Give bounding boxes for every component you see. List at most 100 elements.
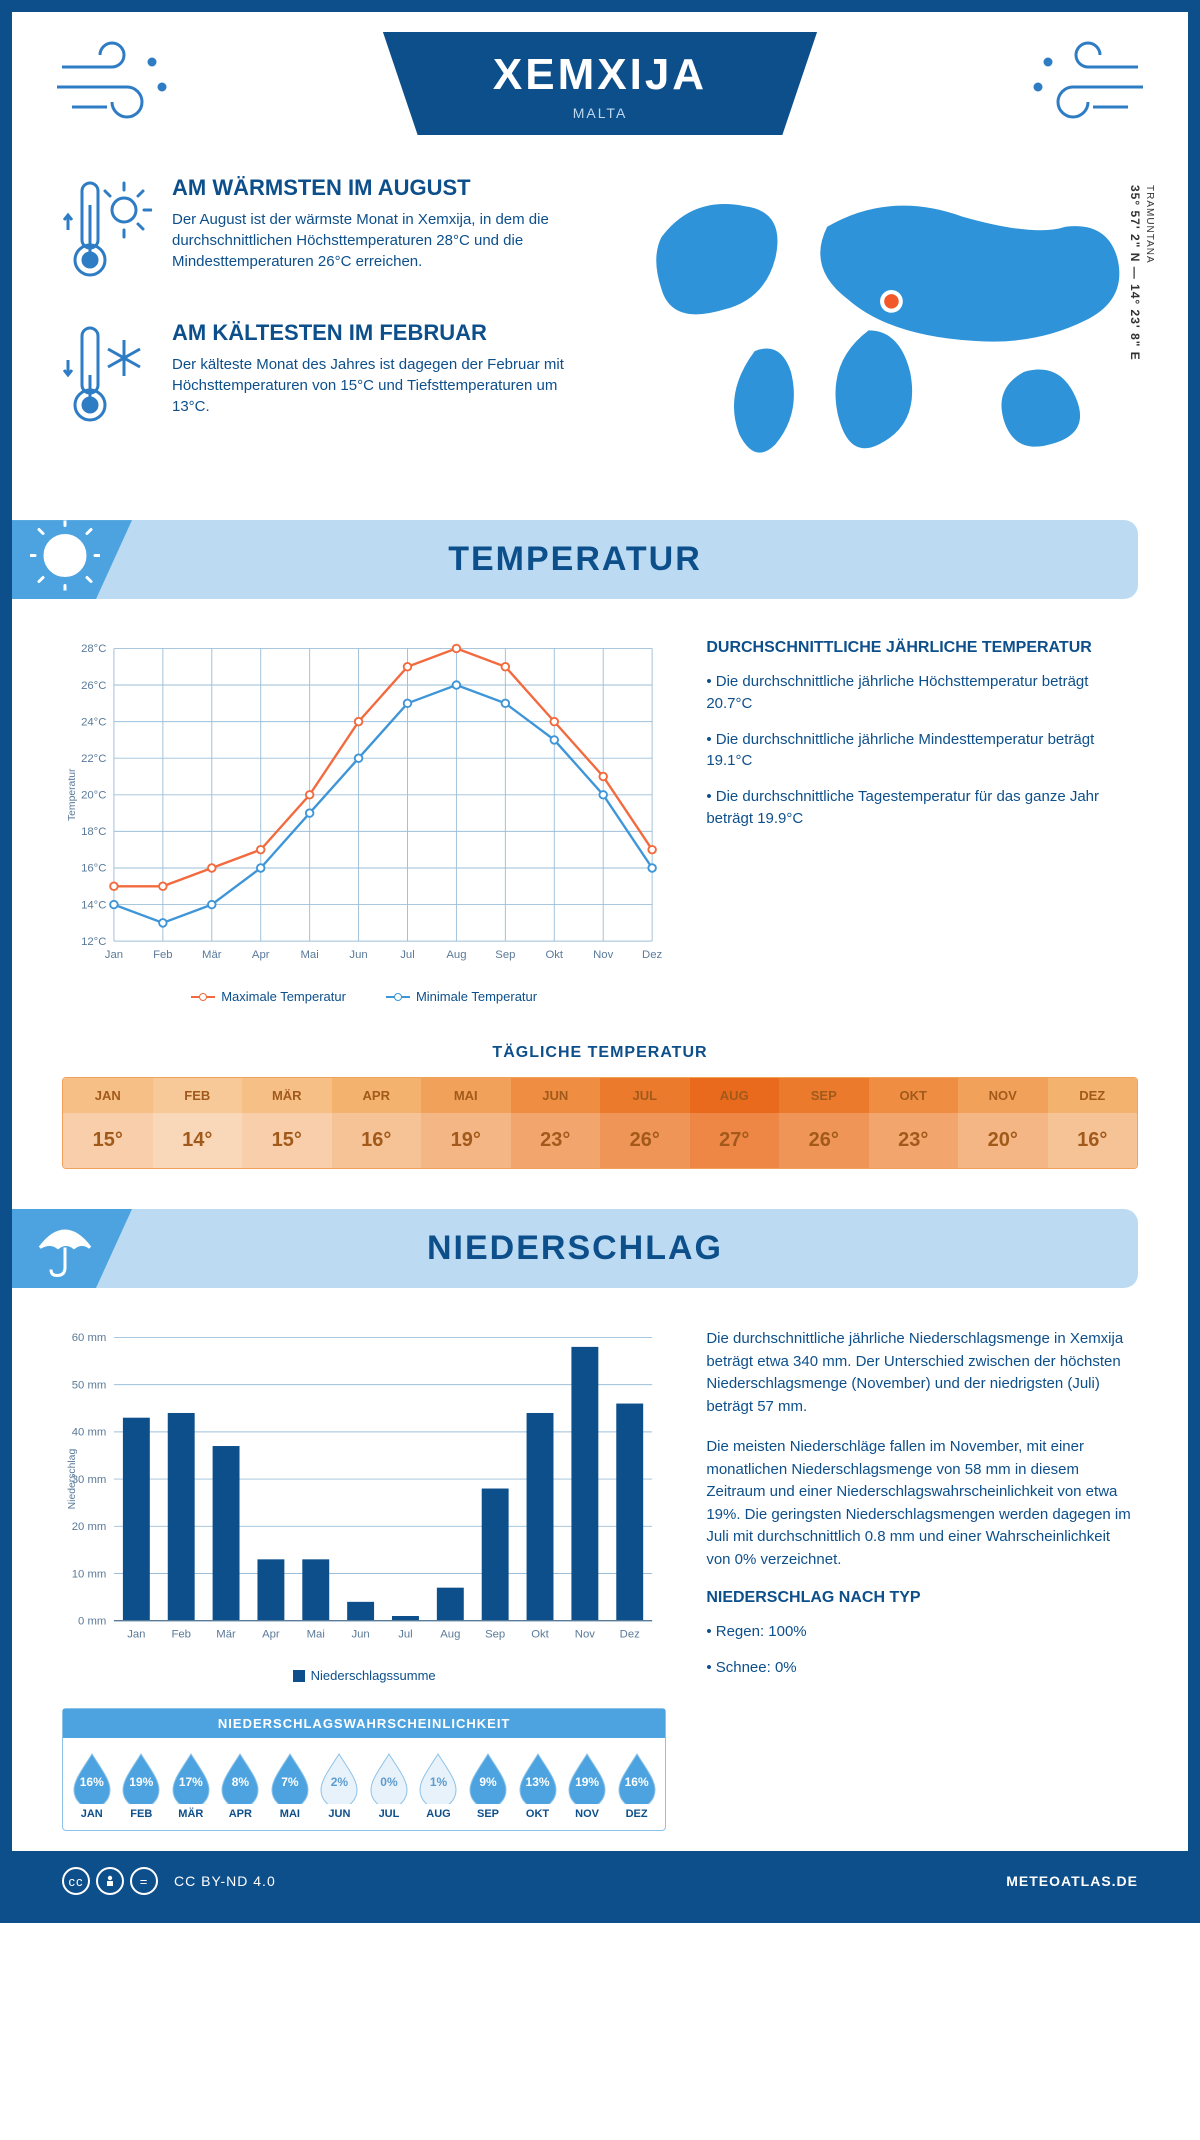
svg-text:Aug: Aug — [446, 949, 466, 961]
svg-text:0 mm: 0 mm — [78, 1615, 106, 1627]
section-heading-temp: TEMPERATUR — [12, 520, 1138, 599]
nd-icon: = — [130, 1867, 158, 1895]
chart-legend: Maximale Temperatur Minimale Temperatur — [62, 989, 666, 1004]
svg-text:60 mm: 60 mm — [72, 1332, 107, 1344]
by-icon — [96, 1867, 124, 1895]
bullet: • Die durchschnittliche Tagestemperatur … — [706, 786, 1138, 830]
site-name: METEOATLAS.DE — [1006, 1873, 1138, 1889]
fact-coldest: AM KÄLTESTEN IM FEBRUAR Der kälteste Mon… — [62, 320, 580, 435]
daily-temp-table: JANFEBMÄRAPRMAIJUNJULAUGSEPOKTNOVDEZ15°1… — [62, 1077, 1138, 1169]
title-banner: XEMXIJA MALTA — [383, 32, 817, 135]
temperature-line-chart: 12°C 14°C 16°C 18°C 20°C 22°C 24°C 26°C 28°C Jan F… — [62, 639, 666, 1004]
umbrella-icon — [30, 1209, 100, 1288]
coordinates-label: TRAMUNTANA 35° 57' 2" N — 14° 23' 8" E — [1128, 185, 1156, 361]
svg-text:12°C: 12°C — [81, 936, 106, 948]
temp-chart-row: 12°C 14°C 16°C 18°C 20°C 22°C 24°C 26°C 28°C Jan F… — [12, 629, 1188, 1024]
svg-text:22°C: 22°C — [81, 753, 106, 765]
thermometer-snow-icon — [62, 320, 152, 435]
svg-text:Niederschlag: Niederschlag — [67, 1449, 78, 1510]
precipitation-bar-chart: 0 mm10 mm20 mm30 mm40 mm50 mm60 mmJanFeb… — [62, 1328, 666, 1831]
svg-text:18°C: 18°C — [81, 826, 106, 838]
svg-text:20°C: 20°C — [81, 790, 106, 802]
precip-chart-row: 0 mm10 mm20 mm30 mm40 mm50 mm60 mmJanFeb… — [12, 1318, 1188, 1851]
section-heading-precip: NIEDERSCHLAG — [12, 1209, 1138, 1288]
temp-side-text: DURCHSCHNITTLICHE JÄHRLICHE TEMPERATUR •… — [706, 639, 1138, 1004]
daily-temp-title: TÄGLICHE TEMPERATUR — [12, 1044, 1188, 1062]
prob-drop: 2% JUN — [315, 1752, 365, 1820]
map-column: TRAMUNTANA 35° 57' 2" N — 14° 23' 8" E — [620, 175, 1138, 470]
svg-text:Jan: Jan — [105, 949, 123, 961]
prob-drop: 8% APR — [216, 1752, 266, 1820]
svg-text:Dez: Dez — [642, 949, 662, 961]
precip-side-text: Die durchschnittliche jährliche Niedersc… — [706, 1328, 1138, 1831]
facts-column: AM WÄRMSTEN IM AUGUST Der August ist der… — [62, 175, 580, 470]
svg-text:Mai: Mai — [301, 949, 319, 961]
precip-probability-box: NIEDERSCHLAGSWAHRSCHEINLICHKEIT 16% JAN … — [62, 1708, 666, 1831]
bullet: • Schnee: 0% — [706, 1657, 1138, 1679]
wind-icon — [52, 37, 182, 132]
prob-drop: 1% AUG — [414, 1752, 464, 1820]
svg-text:Nov: Nov — [593, 949, 613, 961]
svg-text:16°C: 16°C — [81, 863, 106, 875]
side-heading: DURCHSCHNITTLICHE JÄHRLICHE TEMPERATUR — [706, 639, 1138, 657]
wind-icon — [1018, 37, 1148, 132]
svg-text:Nov: Nov — [575, 1629, 595, 1641]
world-map-icon — [620, 175, 1138, 465]
svg-text:10 mm: 10 mm — [72, 1568, 107, 1580]
prob-drop: 16% JAN — [67, 1752, 117, 1820]
location-subtitle: MALTA — [493, 105, 707, 121]
license-text: CC BY-ND 4.0 — [174, 1873, 276, 1889]
svg-text:24°C: 24°C — [81, 716, 106, 728]
location-title: XEMXIJA — [493, 50, 707, 100]
svg-text:26°C: 26°C — [81, 680, 106, 692]
infographic-frame: XEMXIJA MALTA — [0, 0, 1200, 1923]
svg-text:Feb: Feb — [153, 949, 173, 961]
svg-text:40 mm: 40 mm — [72, 1427, 107, 1439]
paragraph: Die meisten Niederschläge fallen im Nove… — [706, 1436, 1138, 1571]
svg-text:Apr: Apr — [252, 949, 270, 961]
prob-drop: 13% OKT — [513, 1752, 563, 1820]
svg-text:Apr: Apr — [262, 1629, 280, 1641]
fact-title: AM WÄRMSTEN IM AUGUST — [172, 175, 580, 201]
svg-text:Dez: Dez — [620, 1629, 640, 1641]
prob-drop: 19% FEB — [117, 1752, 167, 1820]
prob-drop: 7% MAI — [265, 1752, 315, 1820]
prob-drop: 16% DEZ — [612, 1752, 662, 1820]
svg-text:Jul: Jul — [398, 1629, 412, 1641]
sun-icon — [30, 520, 100, 599]
fact-body: Der kälteste Monat des Jahres ist dagege… — [172, 354, 580, 417]
thermometer-sun-icon — [62, 175, 152, 290]
footer: cc = CC BY-ND 4.0 METEOATLAS.DE — [12, 1851, 1188, 1911]
svg-text:Mär: Mär — [202, 949, 222, 961]
fact-body: Der August ist der wärmste Monat in Xemx… — [172, 209, 580, 272]
svg-text:Temperatur: Temperatur — [67, 768, 78, 821]
svg-text:Mai: Mai — [307, 1629, 325, 1641]
prob-drop: 0% JUL — [364, 1752, 414, 1820]
svg-text:Okt: Okt — [531, 1629, 549, 1641]
bullet: • Die durchschnittliche jährliche Mindes… — [706, 729, 1138, 773]
intro-row: AM WÄRMSTEN IM AUGUST Der August ist der… — [12, 165, 1188, 510]
svg-text:Jun: Jun — [351, 1629, 369, 1641]
svg-text:Sep: Sep — [495, 949, 515, 961]
fact-warmest: AM WÄRMSTEN IM AUGUST Der August ist der… — [62, 175, 580, 290]
svg-text:Sep: Sep — [485, 1629, 505, 1641]
svg-text:Feb: Feb — [171, 1629, 191, 1641]
prob-drop: 9% SEP — [463, 1752, 513, 1820]
bullet: • Die durchschnittliche jährliche Höchst… — [706, 671, 1138, 715]
chart-legend: Niederschlagssumme — [62, 1668, 666, 1683]
svg-text:50 mm: 50 mm — [72, 1379, 107, 1391]
header: XEMXIJA MALTA — [12, 12, 1188, 165]
side-heading: NIEDERSCHLAG NACH TYP — [706, 1589, 1138, 1607]
svg-text:Jul: Jul — [400, 949, 414, 961]
svg-text:Jun: Jun — [349, 949, 367, 961]
svg-text:28°C: 28°C — [81, 643, 106, 655]
prob-title: NIEDERSCHLAGSWAHRSCHEINLICHKEIT — [63, 1709, 665, 1738]
cc-icon: cc — [62, 1867, 90, 1895]
svg-text:Mär: Mär — [216, 1629, 236, 1641]
prob-drop: 17% MÄR — [166, 1752, 216, 1820]
svg-text:Aug: Aug — [440, 1629, 460, 1641]
paragraph: Die durchschnittliche jährliche Niedersc… — [706, 1328, 1138, 1418]
svg-text:14°C: 14°C — [81, 899, 106, 911]
license-badge: cc = CC BY-ND 4.0 — [62, 1867, 276, 1895]
svg-text:20 mm: 20 mm — [72, 1521, 107, 1533]
